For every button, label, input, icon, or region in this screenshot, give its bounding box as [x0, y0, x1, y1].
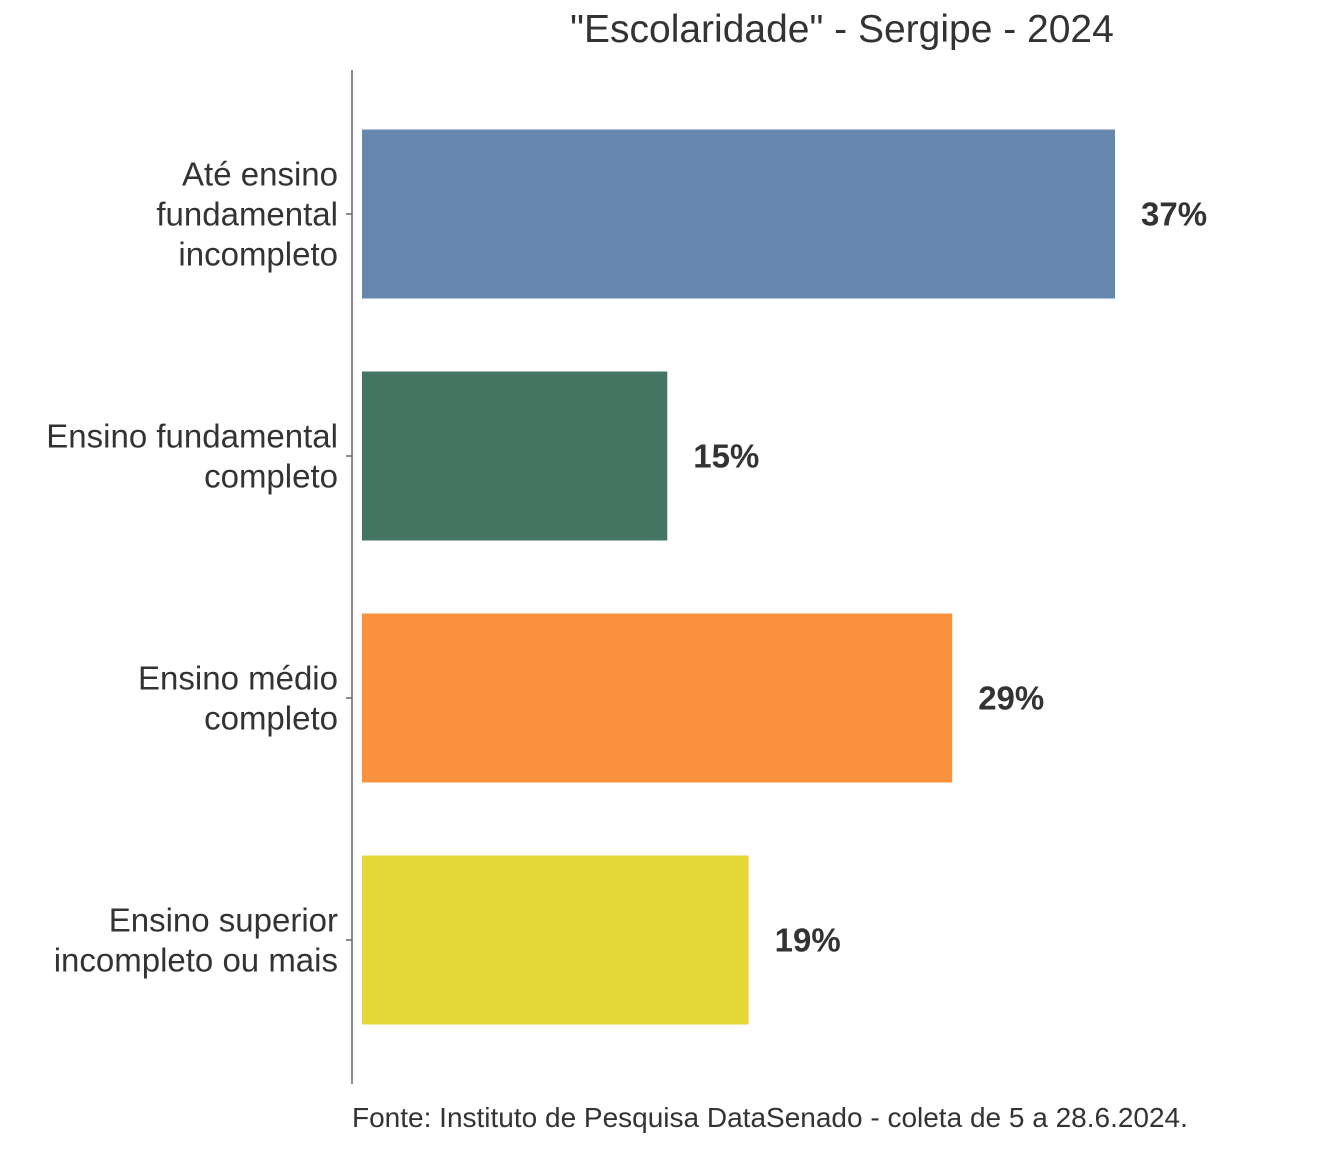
chart-title: "Escolaridade" - Sergipe - 2024: [570, 8, 1114, 51]
value-label-1: 15%: [693, 438, 759, 475]
category-label-line: Ensino fundamental: [46, 418, 338, 455]
bar-3: [362, 855, 749, 1025]
category-label-line: completo: [204, 700, 338, 737]
value-label-2: 29%: [978, 680, 1044, 717]
category-label-line: fundamental: [156, 196, 338, 233]
category-label-line: Ensino médio: [138, 660, 338, 697]
category-label-line: Ensino superior: [109, 902, 338, 939]
bar-0: [362, 129, 1115, 299]
category-label-line: Até ensino: [182, 156, 338, 193]
category-label-line: completo: [204, 458, 338, 495]
bar-1: [362, 371, 668, 541]
category-label-line: incompleto: [178, 236, 338, 273]
value-label-0: 37%: [1141, 196, 1207, 233]
y-axis: Até ensino fundamental incompleto Ensino fu…: [46, 70, 353, 1084]
category-label-3: Ensino superior incompleto ou mais: [54, 902, 338, 979]
value-label-3: 19%: [775, 922, 841, 959]
category-label-0: Até ensino fundamental incompleto: [156, 156, 338, 273]
bars-group: 37% 15% 29% 19%: [362, 129, 1207, 1025]
category-label-line: incompleto ou mais: [54, 942, 338, 979]
source-note: Fonte: Instituto de Pesquisa DataSenado …: [352, 1102, 1188, 1133]
category-label-1: Ensino fundamental completo: [46, 418, 338, 495]
bar-2: [362, 613, 953, 783]
category-label-2: Ensino médio completo: [138, 660, 338, 737]
